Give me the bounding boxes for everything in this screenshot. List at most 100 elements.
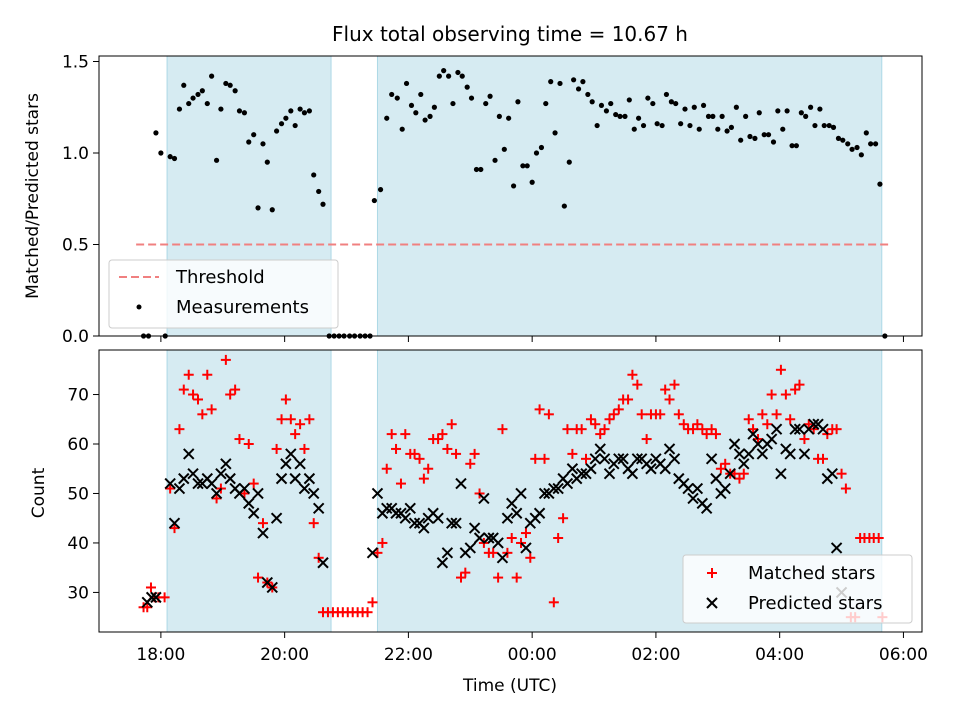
matched-star-point xyxy=(623,394,634,405)
measurement-point xyxy=(273,128,280,134)
measurement-point xyxy=(640,122,647,129)
predicted-star-point xyxy=(793,423,806,435)
measurement-point xyxy=(278,121,285,127)
predicted-star-point xyxy=(183,448,195,460)
measurement-point xyxy=(808,104,814,110)
measurement-point xyxy=(715,126,721,132)
matched-star-point xyxy=(271,443,282,454)
measurement-point xyxy=(377,186,384,193)
matched-star-point xyxy=(497,424,508,435)
predicted-star-point xyxy=(626,467,639,480)
measurement-point xyxy=(501,146,507,152)
predicted-star-point xyxy=(594,443,606,455)
predicted-star-point xyxy=(682,482,694,495)
measurement-point xyxy=(691,104,697,110)
predicted-star-point xyxy=(173,482,186,495)
measurement-point xyxy=(316,188,322,195)
measurement-point xyxy=(190,95,196,101)
predicted-star-point xyxy=(178,472,190,485)
measurement-point xyxy=(408,102,415,109)
predicted-star-point xyxy=(510,507,523,519)
measurement-point xyxy=(678,121,684,127)
matched-star-point xyxy=(669,379,680,390)
top-plot-frame xyxy=(98,55,923,337)
predicted-star-point xyxy=(390,507,402,519)
matched-star-point xyxy=(613,404,624,415)
top-legend: Threshold Measurements xyxy=(108,259,339,329)
predicted-star-point xyxy=(275,472,288,485)
measurement-point xyxy=(696,126,702,132)
measurement-point xyxy=(251,132,257,138)
predicted-star-point xyxy=(663,443,676,455)
predicted-star-point xyxy=(270,512,283,524)
measurement-point xyxy=(389,91,395,98)
y-tick-label: 1.0 xyxy=(62,144,89,164)
predicted-star-point xyxy=(192,477,204,490)
matched-star-point xyxy=(165,483,176,494)
measurement-point xyxy=(705,113,712,119)
measurement-point xyxy=(538,144,545,151)
measurement-point xyxy=(826,122,832,129)
measurement-point xyxy=(845,141,851,147)
predicted-star-point xyxy=(743,448,755,460)
x-tick-label: 02:00 xyxy=(631,645,680,665)
matched-star-point xyxy=(362,607,373,618)
measurement-point xyxy=(320,201,326,207)
measurement-point xyxy=(756,110,762,116)
matched-star-point xyxy=(183,369,194,380)
measurement-point xyxy=(557,80,563,87)
measurement-point xyxy=(622,113,628,119)
measurement-point xyxy=(594,122,600,129)
matched-star-point xyxy=(701,429,712,440)
predicted-star-point xyxy=(210,487,223,500)
measurement-point xyxy=(246,139,252,145)
legend-threshold-label: Threshold xyxy=(175,267,265,288)
measurement-point xyxy=(752,135,758,141)
matched-star-point xyxy=(290,429,301,440)
measurement-point xyxy=(153,130,159,136)
matched-star-point xyxy=(159,592,170,603)
measurement-point xyxy=(817,106,823,112)
predicted-star-point xyxy=(603,467,616,480)
measurement-point xyxy=(552,130,558,136)
matched-star-point xyxy=(655,409,666,420)
matched-star-point xyxy=(193,394,204,405)
top-x-ticks xyxy=(160,336,904,342)
matched-star-point xyxy=(395,478,406,489)
matched-star-point xyxy=(225,389,236,400)
matched-star-point xyxy=(206,404,217,415)
measurement-point xyxy=(236,108,243,114)
measurement-point xyxy=(483,100,489,107)
predicted-star-point xyxy=(164,477,176,490)
measurement-point xyxy=(292,122,298,129)
matched-star-point xyxy=(627,369,638,380)
predicted-star-point xyxy=(247,507,260,519)
measurement-point xyxy=(167,154,173,160)
measurement-point xyxy=(436,73,442,79)
measurement-point xyxy=(700,102,707,109)
measurement-point xyxy=(765,132,772,138)
predicted-star-point xyxy=(830,542,843,554)
predicted-star-point xyxy=(285,448,297,460)
matched-star-point xyxy=(580,453,591,464)
observing-window xyxy=(376,55,883,337)
predicted-star-point xyxy=(371,487,384,500)
measurement-point xyxy=(863,130,869,136)
legend-matched-swatch xyxy=(707,568,717,578)
measurement-point xyxy=(213,157,220,163)
y-tick-label: 0.0 xyxy=(62,327,89,347)
measurement-point xyxy=(288,108,294,114)
measurement-point xyxy=(510,183,517,189)
measurement-point xyxy=(798,110,804,116)
matched-star-point xyxy=(590,419,601,430)
measurement-point xyxy=(835,135,842,141)
predicted-star-point xyxy=(266,581,278,594)
measurement-point xyxy=(422,117,428,123)
predicted-star-point xyxy=(756,448,769,460)
matched-star-point xyxy=(230,384,241,395)
matched-star-point xyxy=(664,394,675,405)
measurement-point xyxy=(603,108,610,114)
matched-star-point xyxy=(418,473,429,484)
measurement-point xyxy=(384,115,390,121)
measurement-point xyxy=(241,110,248,116)
